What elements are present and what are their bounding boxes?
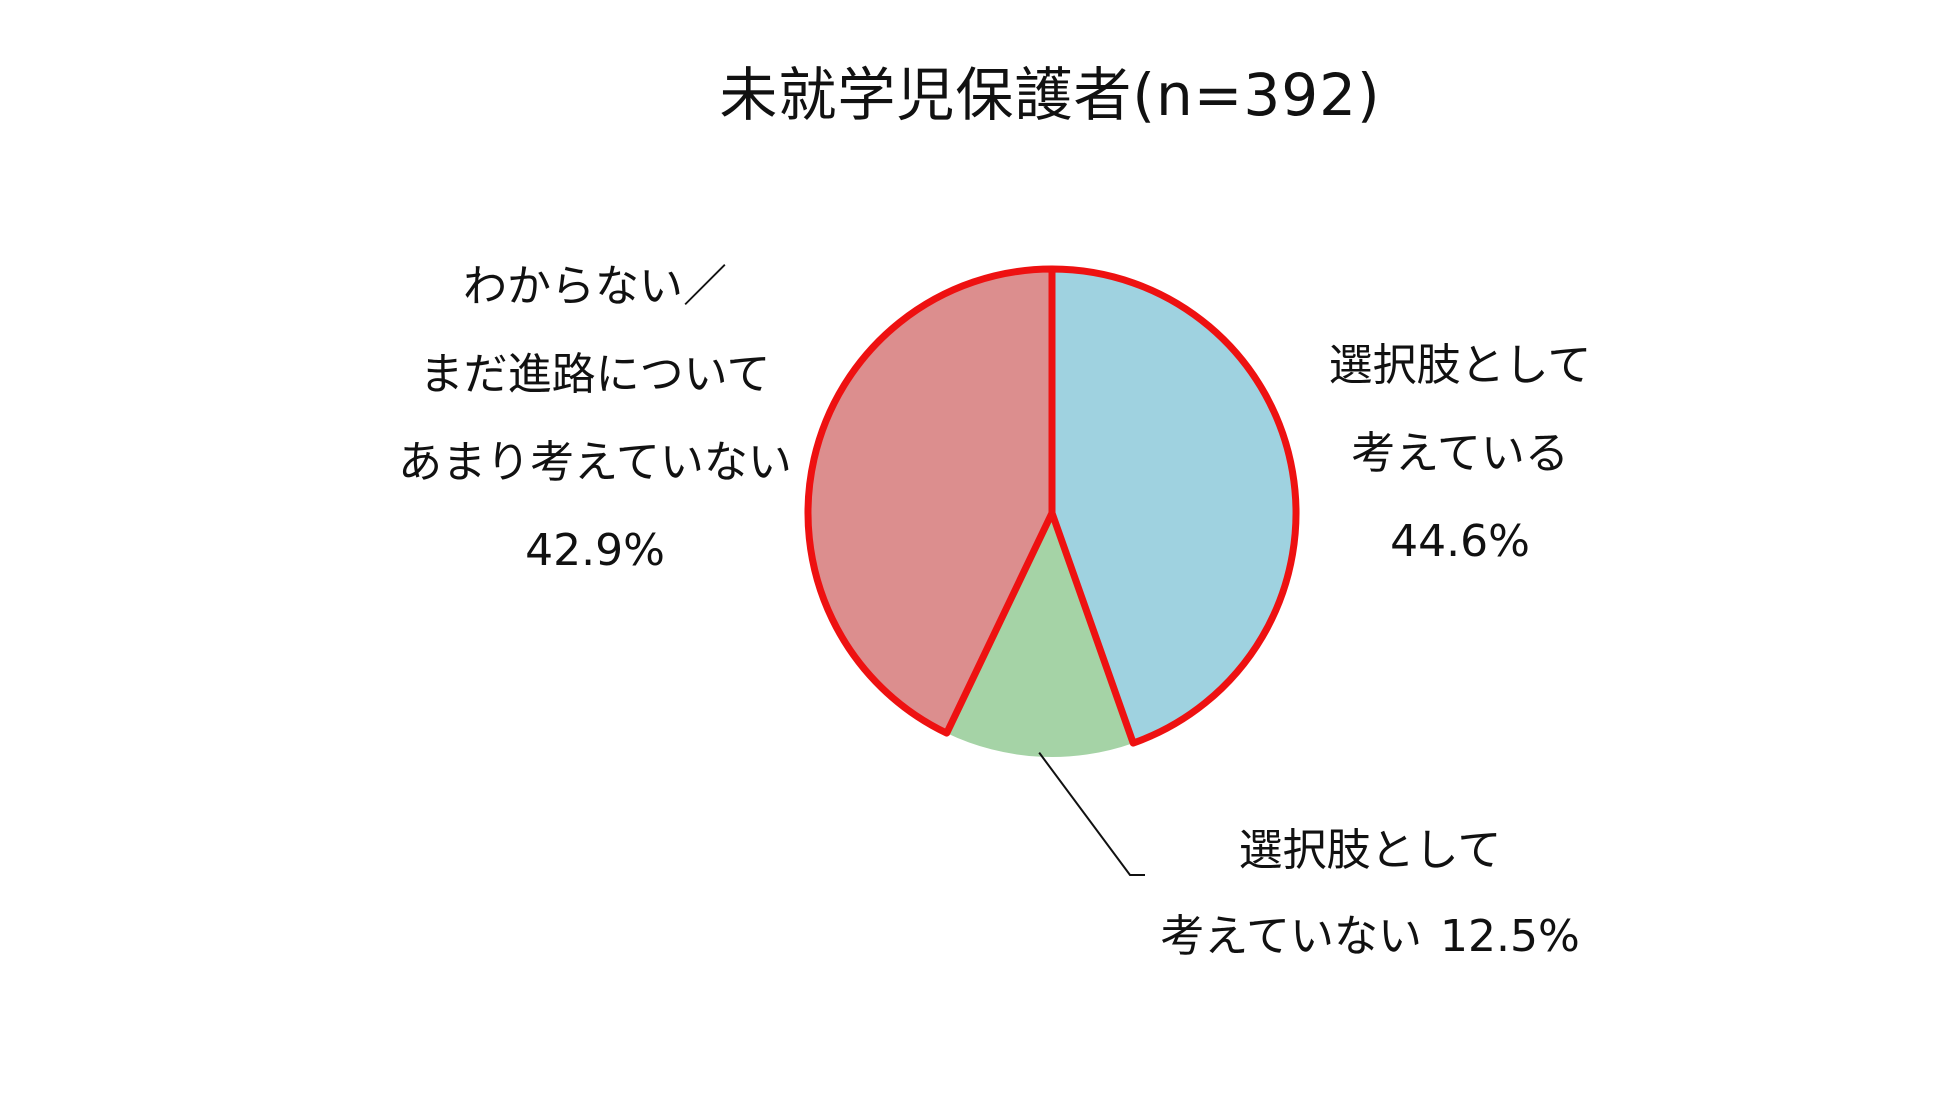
pie-slice-not-considering [946, 513, 1134, 757]
pie-slice-unknown [808, 269, 1052, 734]
slice-outline [1048, 265, 1300, 747]
pie-slice-considering [1052, 269, 1296, 744]
slice-label-line: まだ進路について [419, 349, 771, 400]
slice-value-label: 42.9% [525, 525, 665, 576]
leader-line [1038, 752, 1145, 876]
slice-label-text: 考えていない [1160, 911, 1423, 962]
slice-label-line-with-value: 考えていない 12.5% [1130, 894, 1610, 980]
chart-title: 未就学児保護者(n=392) [719, 61, 1381, 129]
slice-outline [804, 265, 1056, 737]
slice-label-line: 選択肢として [1238, 825, 1502, 876]
slice-value-label: 44.6% [1390, 516, 1530, 567]
slice-label-considering: 選択肢として 考えている 44.6% [1310, 322, 1610, 586]
slice-label-not-considering: 選択肢として 考えていない 12.5% [1130, 808, 1610, 980]
slice-label-line: 考えている [1351, 428, 1569, 479]
slice-label-line: あまり考えていない [398, 437, 792, 488]
slice-label-unknown: わからない／ まだ進路について あまり考えていない 42.9% [395, 243, 795, 595]
slice-label-line: わからない／ [463, 261, 727, 312]
slice-value-label: 12.5% [1440, 911, 1580, 962]
slice-label-line: 選択肢として [1328, 340, 1592, 391]
